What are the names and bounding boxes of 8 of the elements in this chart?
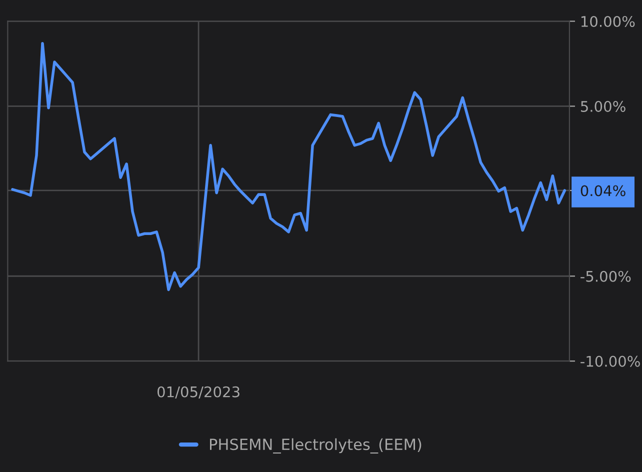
y-tick-label: 10.00% [581, 16, 635, 27]
y-tick-label: 5.00% [580, 100, 626, 112]
y-tick-label: -5.00% [580, 270, 631, 282]
y-tick-label: 0.04% [580, 185, 626, 196]
legend-label: PHSEMN_Electrolytes_(EEM) [210, 438, 422, 454]
y-tick-label: -10.00% [580, 356, 640, 367]
line-series [11, 42, 566, 292]
x-tick-label: 01/05/2023 [157, 386, 240, 399]
